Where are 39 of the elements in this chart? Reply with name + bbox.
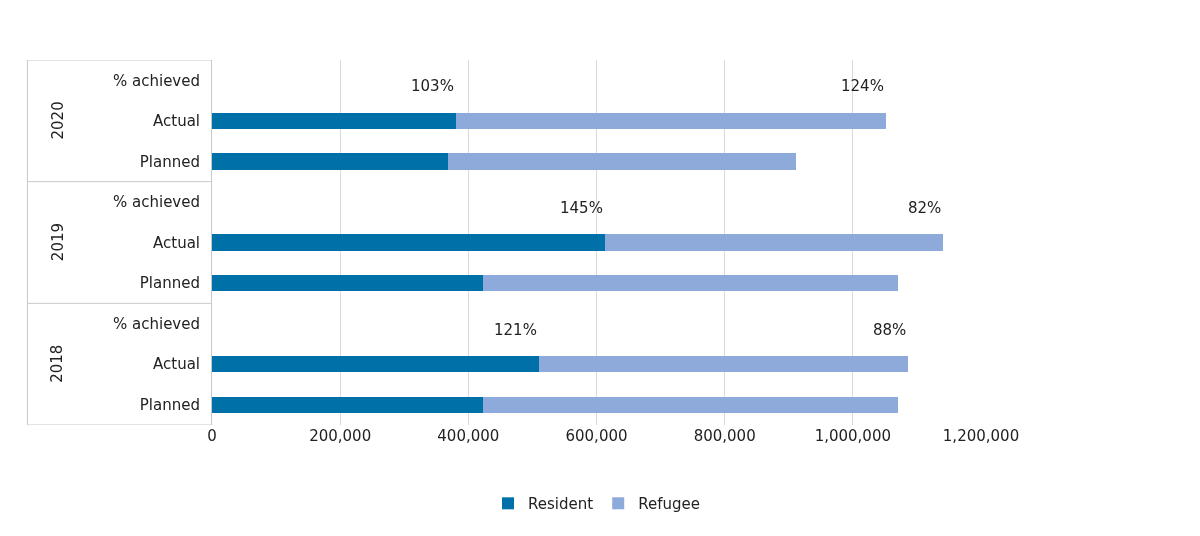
annotation: 145%	[560, 199, 603, 217]
bar	[212, 356, 540, 373]
x-tick-label: 200,000	[309, 427, 372, 445]
bar	[212, 153, 448, 170]
bar	[212, 234, 605, 251]
annotation: 88%	[873, 321, 907, 339]
y-tick-label: Actual	[153, 355, 200, 374]
bar	[483, 274, 899, 292]
legend-label: Refugee	[638, 495, 700, 514]
bar	[447, 153, 797, 170]
x-tick-label: 400,000	[437, 427, 500, 445]
bar	[539, 356, 908, 373]
text: 2019	[49, 222, 68, 262]
annotation: 82%	[908, 199, 942, 217]
y-tick-label: % achieved	[113, 193, 200, 212]
annotation: 124%	[841, 77, 884, 95]
text: 2018	[48, 344, 67, 383]
x-tick-label: 1,200,000	[942, 427, 1020, 445]
x-tick-label: 0	[207, 427, 217, 445]
annotation: 121%	[494, 321, 537, 339]
annotation: 103%	[411, 77, 454, 95]
legend-label: Resident	[528, 495, 594, 514]
bar	[212, 274, 484, 292]
bar	[212, 112, 456, 129]
x-tick-label: 800,000	[693, 427, 756, 445]
y-tick-label: Actual	[153, 112, 200, 131]
bar	[604, 234, 944, 251]
y-tick-label: Planned	[139, 274, 200, 293]
y-tick-label: Planned	[139, 395, 200, 414]
bar	[483, 396, 899, 413]
x-tick-label: 1,000,000	[814, 427, 891, 445]
text: 2020	[48, 101, 67, 140]
y-tick-label: % achieved	[113, 71, 200, 90]
y-tick-label: Actual	[153, 233, 200, 252]
y-tick-label: % achieved	[113, 314, 200, 333]
x-tick-label: 600,000	[565, 427, 628, 445]
y-tick-label: Planned	[139, 152, 200, 171]
bar	[212, 396, 484, 413]
bar	[455, 112, 887, 129]
